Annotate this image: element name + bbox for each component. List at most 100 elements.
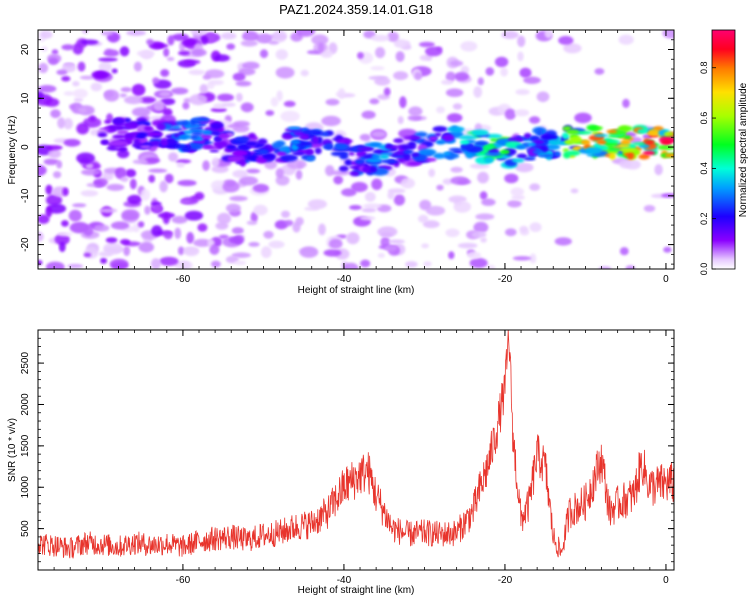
spectrogram-noise-blob [512,256,532,261]
spectrogram-ridge-blob [144,126,153,131]
spectrogram-noise-blob [473,86,483,98]
spectrogram-noise-blob [45,206,53,218]
spectrogram-ridge-blob [485,133,503,139]
spectrogram-noise-blob [45,261,65,269]
spectrogram-noise-blob [619,247,629,256]
spectrogram-noise-blob [519,225,529,233]
spectrogram-noise-blob [45,184,53,195]
colorbar: 0.0 0.2 0.4 0.6 0.8 Normalized spectral ampl… [699,29,749,276]
spectrogram-ridge-blob [626,151,635,160]
spectrogram-noise-blob [186,232,195,244]
spectrogram-noise-blob [479,191,488,200]
spectrogram-ridge-blob [108,124,124,131]
spectrogram-noise-blob [349,205,362,210]
spectrogram-noise-blob [232,72,246,82]
spectrogram-ridge-blob [217,132,230,140]
spectrogram-noise-blob [209,244,220,255]
spectrogram-noise-blob [91,70,107,79]
spectrogram-noise-blob [295,217,304,226]
spectrogram-noise-blob [83,252,92,258]
spectrogram-noise-blob [511,194,525,201]
spectrogram-ridge-blob [248,132,256,140]
spectrogram-ridge-blob [398,144,417,150]
y-tick-label: 20 [20,44,31,56]
spectrogram-noise-blob [477,171,489,184]
spectrogram-noise-blob [83,225,94,237]
spectrogram-noise-blob [284,219,294,227]
spectrogram-noise-blob [153,100,165,111]
colorbar-tick-label: 0.0 [699,263,709,276]
spectrogram-noise-blob [377,253,385,258]
spectrogram-noise-blob [375,47,386,59]
spectrogram-noise-blob [343,262,359,269]
spectrogram-ridge-blob [607,147,621,151]
spectrogram-noise-blob [307,199,327,210]
spectrogram-noise-blob [380,236,391,248]
spectrogram-noise-blob [514,109,530,117]
spectrogram-noise-blob [408,106,423,117]
spectrogram-noise-blob [56,160,63,169]
spectrogram-ridge-blob [614,144,631,148]
spectrogram-noise-blob [554,237,572,246]
spectrogram-noise-blob [253,204,268,216]
spectrogram-noise-blob [248,242,260,247]
y-tick-label: -20 [20,237,31,252]
spectrogram-noise-blob [371,34,390,42]
spectrogram-noise-blob [111,68,118,74]
spectrogram-noise-blob [377,226,398,237]
spectrogram-noise-blob [311,34,329,45]
spectrogram-noise-blob [229,195,248,202]
spectrogram-noise-blob [94,224,110,232]
spectrogram-ridge-blob [474,140,489,147]
spectrogram-noise-blob [405,261,418,268]
spectrogram-ridge-blob [124,118,132,123]
spectrogram-noise-blob [56,69,68,76]
spectrogram-noise-blob [325,98,340,106]
spectrogram-noise-blob [99,208,118,214]
spectrogram-ridge-blob [617,125,633,132]
spectrogram-noise-blob [370,66,385,71]
spectrogram-noise-blob [45,194,63,206]
snr-ylabel: SNR (10 * v/v) [7,418,18,482]
spectrogram-noise-blob [221,102,236,107]
spectrogram-peak-point [435,139,446,145]
spectrogram-noise-blob [38,214,50,224]
spectrogram-noise-blob [454,71,470,81]
spectrogram-noise-blob [38,231,44,242]
spectrogram-ridge-blob [539,134,558,141]
x-tick-label: -60 [176,274,191,285]
spectrogram-noise-blob [272,30,287,43]
spectrogram-ridge-blob [348,151,356,156]
spectrogram-noise-blob [117,149,130,159]
spectrogram-ridge-blob [156,122,166,131]
spectrogram-noise-blob [360,259,371,268]
spectrogram-noise-blob [321,115,341,127]
spectrogram-noise-blob [529,116,541,124]
spectrogram-noise-blob [202,160,210,171]
spectrogram-ridge-blob [292,151,305,156]
spectrogram-ridge-blob [403,152,411,161]
spectrogram-noise-blob [144,205,151,215]
spectrogram-noise-blob [519,67,532,78]
spectrogram-noise-blob [661,193,674,198]
spectrogram-noise-blob [159,256,179,266]
spectrogram-noise-blob [351,181,368,193]
spectrogram-noise-blob [654,164,663,176]
spectrogram-peak-point [660,139,671,145]
spectrogram-noise-blob [131,107,151,117]
spectrogram-noise-blob [189,94,208,106]
spectrogram-peak-point [580,139,591,145]
spectrogram-noise-blob [452,103,463,110]
spectrogram-noise-blob [469,257,488,269]
spectrogram-noise-blob [460,41,478,52]
spectrogram-ridge-blob [403,136,421,140]
spectrogram-ridge-blob [271,141,283,150]
spectrogram-noise-blob [220,32,237,40]
spectrogram-noise-blob [222,180,240,193]
spectrogram-ridge-blob [209,149,220,153]
spectrogram-noise-blob [63,138,81,147]
spectrogram-ridge-blob [210,122,222,130]
spectrogram-noise-blob [371,131,387,138]
spectrogram-ridge-blob [370,142,383,147]
spectrogram-peak-point [322,144,333,150]
